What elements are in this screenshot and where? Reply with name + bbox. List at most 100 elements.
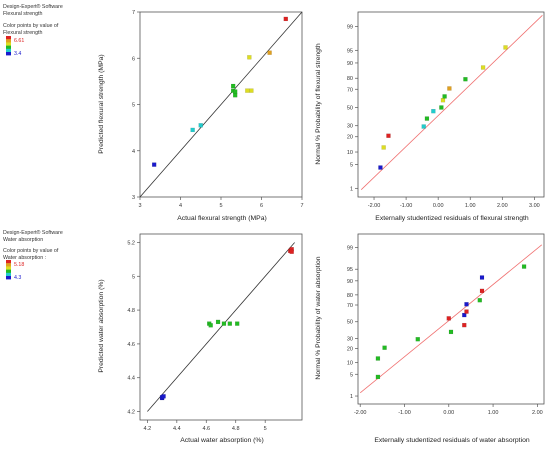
y-tick-label: 99 [347, 245, 353, 251]
x-tick-label: -1.00 [400, 203, 413, 209]
legend-software-label: Design-Expert® Software [3, 3, 63, 10]
data-point [283, 16, 288, 22]
chart-predicted-vs-actual-water: 4.2 4.4 4.6 4.8 5 4.2 4.4 4.6 4.8 5 5.2 Actual wate… [98, 233, 303, 444]
legend-color-swatch [6, 276, 11, 280]
data-point [447, 86, 452, 91]
data-point [233, 93, 238, 98]
data-point [448, 329, 454, 335]
x-tick-label: 4 [179, 203, 182, 209]
x-tick-label: 7 [300, 203, 303, 209]
y-tick-label: 90 [347, 61, 353, 67]
y-tick-label: 80 [347, 76, 353, 82]
y-tick-label: 20 [347, 347, 353, 353]
data-point [463, 77, 468, 82]
y-tick-label: 5.2 [127, 240, 135, 246]
x-tick-label: 1.00 [465, 203, 476, 209]
data-point [249, 88, 254, 93]
legend-color-bar [6, 260, 11, 280]
x-tick-label: 5 [264, 426, 267, 432]
data-point [386, 133, 391, 138]
y-tick-label: 50 [347, 105, 353, 111]
data-point [424, 116, 430, 121]
x-tick-label: 4.4 [173, 426, 181, 432]
y-tick-label: 10 [347, 150, 353, 156]
data-point [479, 288, 485, 294]
x-tick-label: -2.00 [368, 203, 381, 209]
y-tick-label: 4.8 [127, 308, 135, 314]
data-point [235, 321, 240, 326]
x-tick-label: -1.00 [398, 410, 411, 416]
legend-color-swatch [6, 48, 11, 53]
x-tick-label: 2.00 [532, 410, 543, 416]
data-point [227, 321, 232, 326]
y-tick-label: 30 [347, 336, 353, 342]
y-tick-label: 4.4 [127, 376, 135, 382]
legend-color-swatch [6, 269, 11, 273]
data-point [439, 105, 444, 110]
chart-predicted-vs-actual-flexural: 3 4 5 6 7 3 4 5 6 7 Actual flexural strength (MPa)… [98, 10, 304, 222]
y-axis-label: Predicted flexural strength (MPa) [98, 54, 105, 153]
x-tick-label: 3.00 [529, 203, 540, 209]
plot-frame [139, 233, 303, 421]
y-tick-label: 70 [347, 87, 353, 93]
data-point [375, 356, 381, 361]
data-point [381, 145, 386, 150]
y-tick-label: 50 [347, 320, 353, 326]
reference-line [139, 11, 303, 198]
data-point [198, 123, 203, 128]
legend-min-value: 4.3 [14, 275, 21, 281]
y-axis-label: Normal % Probability of water absorption [315, 256, 322, 379]
y-tick-label: 80 [347, 293, 353, 299]
x-axis-label: Externally studentized residuals of wate… [374, 437, 529, 444]
reference-line [360, 15, 543, 190]
data-point [152, 162, 157, 167]
y-tick-label: 5 [132, 103, 135, 109]
data-point [382, 345, 387, 350]
legend-software-label: Design-Expert® Software [3, 229, 63, 236]
legend-color-swatch [6, 263, 11, 267]
plot-frame [357, 11, 545, 198]
data-point [480, 65, 486, 70]
x-tick-label: 5 [219, 203, 222, 209]
data-point [462, 322, 467, 328]
y-tick-label: 5 [350, 163, 353, 169]
y-tick-label: 10 [347, 361, 353, 367]
y-tick-label: 6 [132, 56, 135, 62]
data-point [503, 45, 508, 50]
plot-frame [357, 233, 545, 405]
legend-color-swatch [6, 36, 11, 40]
data-point [378, 165, 383, 170]
y-tick-label: 90 [347, 279, 353, 285]
x-tick-label: 0.00 [433, 203, 444, 209]
legend-color-bar [6, 36, 11, 56]
legend-response-label: Water absorption [3, 237, 43, 243]
legend-max-value: 5.18 [14, 262, 24, 268]
data-point [477, 298, 482, 303]
y-tick-label: 1 [350, 186, 353, 192]
y-axis-label: Normal % Probability of flexural strengt… [315, 43, 322, 164]
data-point [464, 309, 469, 314]
data-point [375, 374, 381, 380]
y-tick-label: 4.6 [127, 342, 135, 348]
legend-color-swatch [6, 260, 11, 264]
y-tick-label: 20 [347, 135, 353, 141]
y-tick-label: 95 [347, 48, 353, 54]
legend-color-by-line1: Color points by value of [3, 23, 59, 29]
legend-color-swatch [6, 45, 11, 49]
legend-color-swatch [6, 272, 11, 277]
data-point [464, 302, 469, 307]
y-tick-label: 5 [350, 372, 353, 378]
reference-line [147, 242, 295, 412]
data-point [289, 249, 294, 254]
data-point [247, 55, 252, 60]
data-point [221, 321, 227, 326]
data-point [440, 98, 446, 103]
data-point [446, 316, 451, 321]
x-axis-label: Externally studentized residuals of flex… [375, 215, 529, 222]
data-point [415, 337, 420, 342]
x-tick-label: 0.00 [443, 410, 454, 416]
x-tick-label: 4.8 [232, 426, 240, 432]
data-point [208, 323, 213, 328]
chart-normal-plot-flexural: -2.00 -1.00 0.00 1.00 2.00 3.00 1 5 10 20 30 50 70 80… [315, 11, 545, 222]
